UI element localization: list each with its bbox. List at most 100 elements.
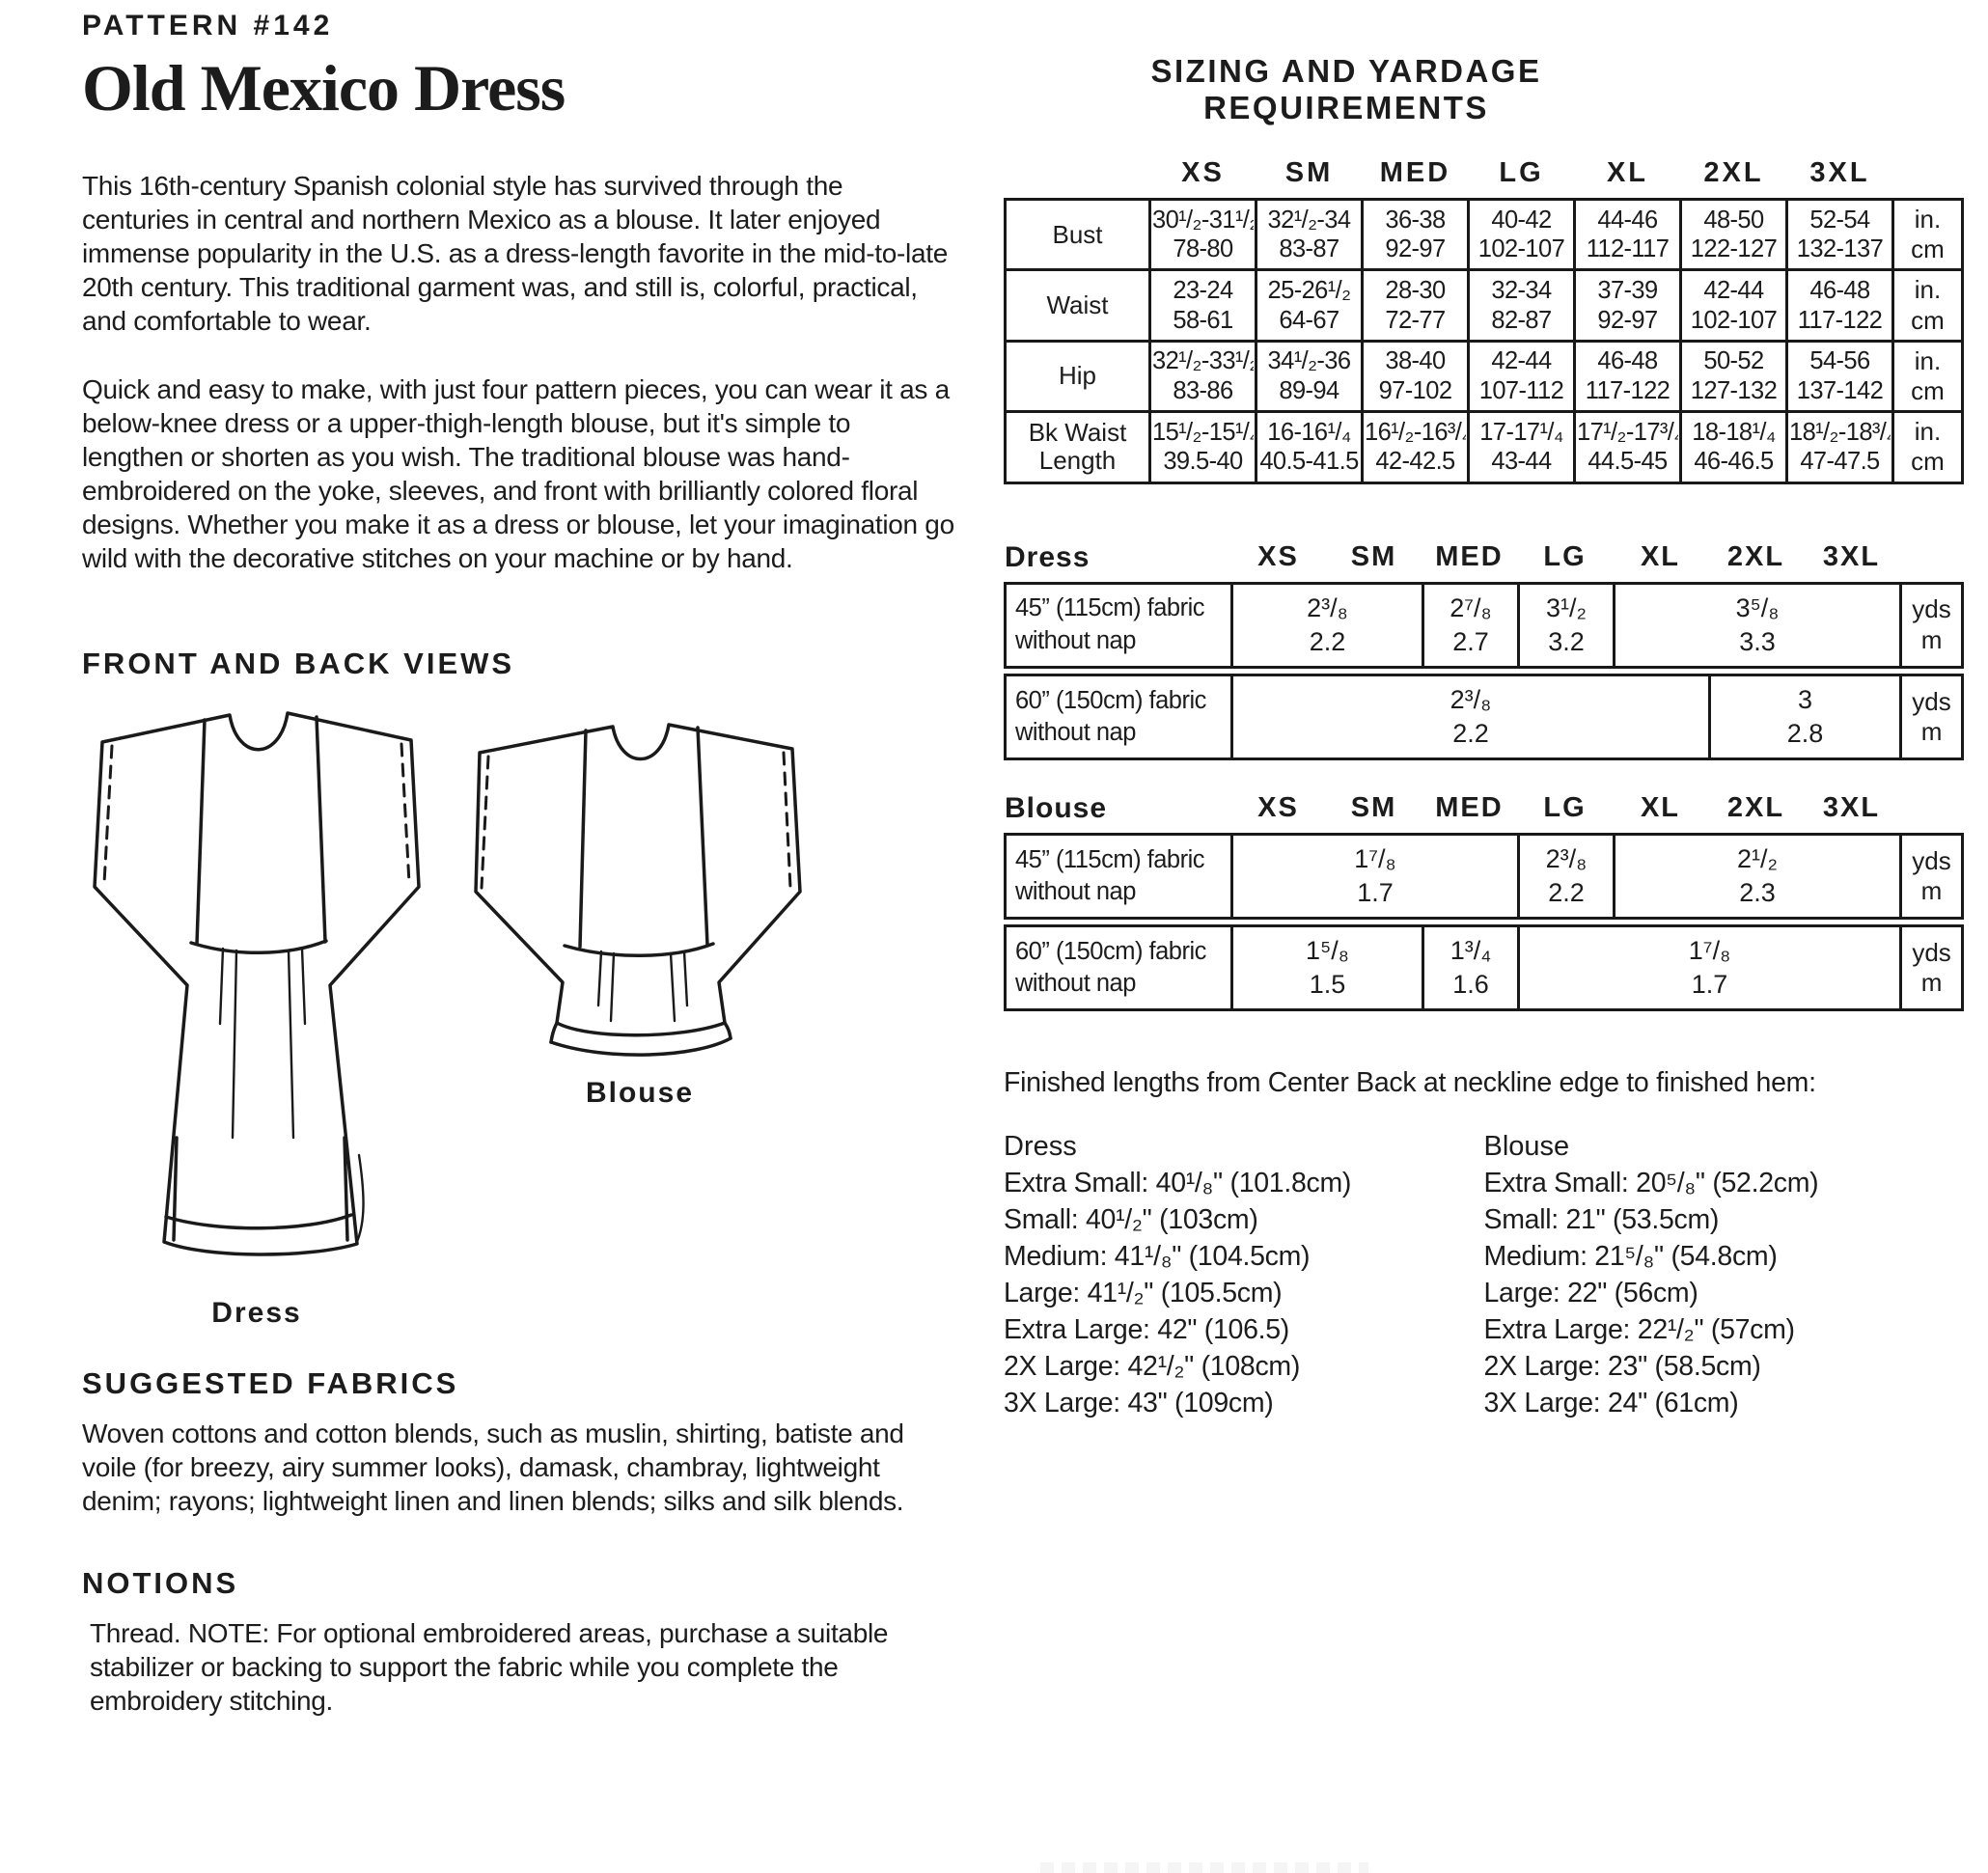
size-header-2xl: 2XL [1726,541,1785,572]
size-header-3xl: 3XL [1822,792,1881,824]
sizing-table: XS SM MED LG XL 2XL 3XL Bust 30¹/₂-31¹/₂… [1004,153,1964,484]
dress-figure-label: Dress [211,1297,302,1329]
size-header-sm: SM [1350,541,1397,572]
yardage-cell: 2³/₈ 2.2 [1229,673,1712,760]
finished-lengths-dress-title: Dress [1004,1131,1077,1163]
measurement-cell: 18¹/₂-18³/₄ 47-47.5 [1785,410,1894,484]
measurement-cell: 32-34 82-87 [1467,268,1576,343]
size-header-2xl: 2XL [1703,157,1764,188]
measurement-cell: 25-26¹/₂ 64-67 [1255,268,1364,343]
measurement-cell: 40-42 102-107 [1467,197,1576,272]
measurement-cell: 36-38 92-97 [1361,197,1470,272]
yardage-cell: 1⁷/₈ 1.7 [1230,832,1520,921]
blouse-figure-label: Blouse [585,1077,695,1109]
right-column: SIZING AND YARDAGE REQUIREMENTS XS SM ME… [1004,53,1965,1421]
units-cell: in. cm [1891,410,1964,484]
fabric-width-label: 60” (150cm) fabric without nap [1004,673,1233,760]
measurement-cell: 15¹/₂-15¹/₄ 39.5-40 [1148,410,1257,484]
dress-yardage-title: Dress [1005,540,1091,573]
size-header-2xl: 2XL [1726,792,1785,824]
dress-line-drawing [93,711,421,1256]
measurement-cell: 46-48 117-122 [1785,268,1894,343]
finished-lengths-dress: Dress Extra Small: 40¹/₈" (101.8cm) Smal… [1004,1128,1484,1421]
finished-lengths-columns: Dress Extra Small: 40¹/₈" (101.8cm) Smal… [1004,1128,1964,1421]
list-item: 3X Large: 43" (109cm) [1004,1388,1274,1419]
measurement-cell: 44-46 112-117 [1573,197,1682,272]
size-header-lg: LG [1499,157,1544,188]
size-header-xl: XL [1640,792,1681,824]
row-label-waist: Waist [1004,268,1151,343]
intro-paragraph-1: This 16th-century Spanish colonial style… [82,171,948,336]
units-cell: yds m [1899,924,1965,1012]
suggested-fabrics-text: Woven cottons and cotton blends, such as… [82,1419,904,1516]
measurement-cell: 32¹/₂-34 83-87 [1255,197,1364,272]
measurement-cell: 32¹/₂-33¹/₂ 83-86 [1148,339,1257,414]
measurement-cell: 23-24 58-61 [1148,268,1257,343]
suggested-fabrics-heading: SUGGESTED FABRICS [82,1366,459,1400]
list-item: Extra Large: 42" (106.5) [1004,1314,1290,1346]
dress-yardage-section: Dress XS SM MED LG XL 2XL 3XL 45” (115cm… [1004,540,1965,760]
fabric-width-label: 60” (150cm) fabric without nap [1004,924,1233,1012]
size-header-med: MED [1435,541,1504,572]
list-item: Medium: 41¹/₈" (104.5cm) [1004,1241,1311,1273]
size-header-3xl: 3XL [1822,541,1881,572]
list-item: 2X Large: 42¹/₂" (108cm) [1004,1351,1301,1383]
yardage-cell: 3⁵/₈ 3.3 [1613,581,1903,669]
yardage-cell: 2⁷/₈ 2.7 [1422,581,1521,669]
fabric-width-label: 45” (115cm) fabric without nap [1004,581,1233,669]
list-item: Large: 22" (56cm) [1483,1278,1698,1309]
size-header-xs: XS [1181,157,1225,188]
size-header-xs: XS [1257,541,1299,572]
list-item: Medium: 21⁵/₈" (54.8cm) [1483,1241,1778,1273]
left-column: PATTERN #142 Old Mexico Dress This 16th-… [82,10,970,1718]
units-cell: in. cm [1891,197,1964,272]
list-item: Extra Large: 22¹/₂" (57cm) [1483,1314,1796,1346]
size-header-xs: XS [1257,792,1299,824]
size-header-sm: SM [1350,792,1397,824]
units-cell: yds m [1899,832,1965,921]
list-item: Small: 21" (53.5cm) [1483,1204,1720,1236]
measurement-cell: 38-40 97-102 [1361,339,1470,414]
units-cell: yds m [1899,581,1965,669]
sizing-header-row: XS SM MED LG XL 2XL 3XL [1006,153,1963,200]
sizing-row-hip: Hip 32¹/₂-33¹/₂ 83-86 34¹/₂-36 89-94 38-40… [1004,339,1964,414]
units-cell: yds m [1899,673,1965,760]
measurement-cell: 37-39 92-97 [1573,268,1682,343]
list-item: Large: 41¹/₂" (105.5cm) [1004,1278,1283,1309]
row-label-hip: Hip [1004,339,1151,414]
sizing-row-back-waist-length: Bk Waist Length 15¹/₂-15¹/₄ 39.5-40 16-16… [1004,410,1964,484]
page-title: Old Mexico Dress [82,51,566,124]
measurement-cell: 50-52 127-132 [1679,339,1788,414]
units-cell: in. cm [1891,268,1964,343]
blouse-yardage-row-60: 60” (150cm) fabric without nap 1⁵/₈ 1.5 1³… [1004,924,1965,1012]
measurement-cell: 28-30 72-77 [1361,268,1470,343]
list-item: 2X Large: 23" (58.5cm) [1483,1351,1761,1383]
size-header-med: MED [1435,792,1504,824]
sizing-row-bust: Bust 30¹/₂-31¹/₂ 78-80 32¹/₂-34 83-87 36-3… [1004,197,1964,272]
blouse-yardage-row-45: 45” (115cm) fabric without nap 1⁷/₈ 1.7 2³… [1004,832,1965,921]
dress-yardage-row-45: 45” (115cm) fabric without nap 2³/₈ 2.2 2⁷… [1004,581,1965,669]
yardage-cell: 1⁵/₈ 1.5 [1230,924,1424,1012]
measurement-cell: 18-18¹/₄ 46-46.5 [1679,410,1788,484]
size-header-lg: LG [1543,541,1587,572]
measurement-cell: 52-54 132-137 [1785,197,1894,272]
measurement-cell: 30¹/₂-31¹/₂ 78-80 [1148,197,1257,272]
yardage-cell: 1³/₄ 1.6 [1422,924,1520,1012]
measurement-cell: 48-50 122-127 [1679,197,1788,272]
finished-lengths-blouse: Blouse Extra Small: 20⁵/₈" (52.2cm) Smal… [1484,1128,1965,1421]
dress-yardage-header: Dress XS SM MED LG XL 2XL 3XL [1004,540,1961,582]
size-header-xl: XL [1606,157,1649,188]
blouse-yardage-section: Blouse XS SM MED LG XL 2XL 3XL 45” (115c… [1004,791,1965,1012]
blouse-yardage-title: Blouse [1005,791,1108,824]
yardage-cell: 2³/₈ 2.2 [1229,581,1425,669]
list-item: Extra Small: 20⁵/₈" (52.2cm) [1483,1168,1819,1199]
front-back-views-heading: FRONT AND BACK VIEWS [82,647,515,680]
sizing-yardage-heading: SIZING AND YARDAGE REQUIREMENTS [1150,53,1542,125]
sizing-row-waist: Waist 23-24 58-61 25-26¹/₂ 64-67 28-30 72-7… [1004,268,1964,343]
units-cell: in. cm [1891,339,1964,414]
measurement-cell: 46-48 117-122 [1573,339,1682,414]
notions-text: Thread. NOTE: For optional embroidered a… [90,1618,889,1716]
measurement-cell: 54-56 137-142 [1785,339,1894,414]
measurement-cell: 17¹/₂-17³/₄ 44.5-45 [1573,410,1682,484]
